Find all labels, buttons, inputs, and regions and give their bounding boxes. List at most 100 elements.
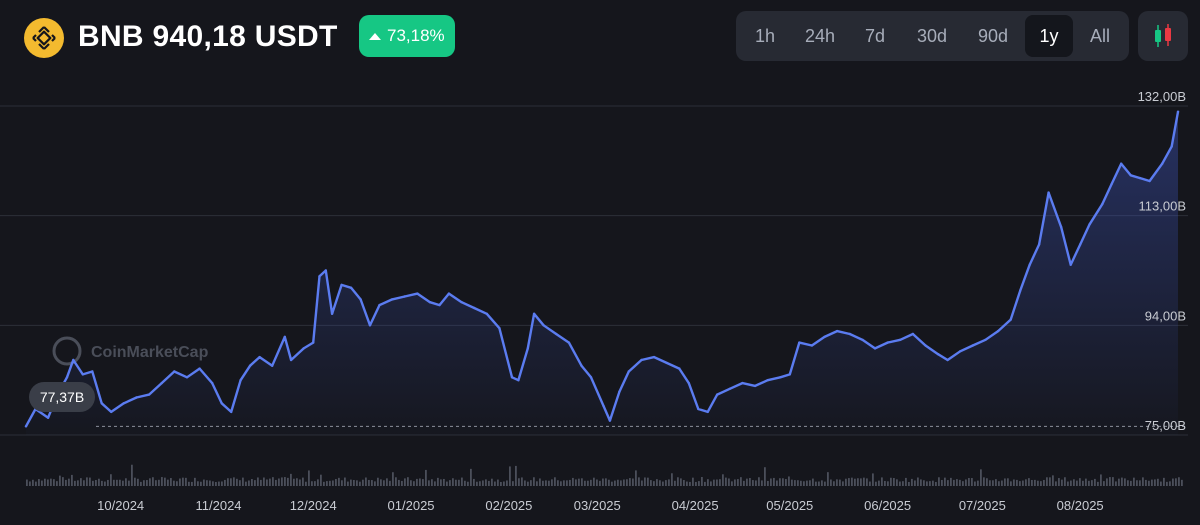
volume-bar <box>614 480 616 486</box>
time-range-selector: 1h 24h 7d 30d 90d 1y All <box>736 11 1129 61</box>
volume-bar <box>899 481 901 486</box>
volume-bar <box>71 474 73 486</box>
x-tick-label: 01/2025 <box>388 498 435 513</box>
volume-bar <box>884 480 886 486</box>
volume-bar <box>632 478 634 486</box>
range-7d-button[interactable]: 7d <box>864 25 886 46</box>
volume-bar <box>803 481 805 486</box>
price-point <box>91 370 94 373</box>
volume-bar <box>920 479 922 486</box>
volume-bar <box>311 481 313 486</box>
bnb-diamond-icon <box>32 26 56 50</box>
price-point <box>706 410 709 414</box>
volume-bar <box>563 480 565 486</box>
volume-bar <box>326 481 328 486</box>
y-tick-label: 75,00B <box>1145 418 1186 433</box>
volume-bar <box>152 477 154 486</box>
header: BNB 940,18 USDT 73,18% 1h 24h 7d 30d 90d… <box>0 0 1200 80</box>
volume-bar <box>692 477 694 486</box>
volume-bar <box>266 479 268 486</box>
volume-bar <box>197 481 199 486</box>
volume-bar <box>92 480 94 486</box>
price-point <box>589 376 593 379</box>
volume-bar <box>32 479 34 486</box>
candlestick-toggle-button[interactable] <box>1138 11 1188 61</box>
volume-bar <box>281 477 283 486</box>
volume-bar <box>209 480 211 486</box>
volume-bar <box>479 481 481 486</box>
volume-bar <box>845 478 847 486</box>
volume-bar <box>740 477 742 486</box>
range-24h-button[interactable]: 24h <box>804 25 836 46</box>
volume-bar <box>824 481 826 486</box>
volume-bar <box>1127 480 1129 486</box>
x-tick-label: 02/2025 <box>485 498 532 513</box>
volume-bar <box>590 479 592 486</box>
range-1h-button[interactable]: 1h <box>754 25 776 46</box>
range-90d-button[interactable]: 90d <box>977 25 1009 46</box>
volume-bar <box>524 480 526 486</box>
volume-bar <box>1082 480 1084 486</box>
volume-bar <box>1043 479 1045 486</box>
volume-bar <box>1139 480 1141 486</box>
volume-bar <box>368 479 370 486</box>
price-point <box>886 341 889 344</box>
volume-bar <box>134 477 136 486</box>
volume-bar <box>998 481 1000 486</box>
price-point <box>1120 162 1123 165</box>
volume-bar <box>392 472 394 486</box>
volume-bar <box>914 480 916 486</box>
price-point <box>359 298 362 301</box>
range-1y-button[interactable]: 1y <box>1025 15 1073 57</box>
price-point <box>447 292 451 295</box>
price-point <box>271 364 274 367</box>
volume-bar <box>911 478 913 486</box>
price-point <box>532 312 536 315</box>
price-point <box>428 301 432 304</box>
volume-bar <box>83 480 85 486</box>
volume-bar <box>686 481 688 486</box>
volume-bar <box>653 481 655 486</box>
volume-bar <box>1130 480 1132 486</box>
price-point <box>567 341 571 344</box>
price-point <box>110 410 113 414</box>
volume-bar <box>674 480 676 486</box>
volume-bar <box>380 479 382 486</box>
price-point <box>753 384 757 388</box>
volume-bar <box>221 481 223 486</box>
volume-bar <box>635 470 637 486</box>
volume-bar <box>923 480 925 486</box>
volume-bar <box>917 477 919 486</box>
volume-bar <box>251 478 253 486</box>
volume-bar <box>1145 479 1147 486</box>
price-point <box>788 373 791 376</box>
price-point <box>924 344 927 347</box>
volume-bar <box>89 477 91 486</box>
x-tick-label: 05/2025 <box>766 498 813 513</box>
volume-bar <box>140 481 142 486</box>
price-point <box>899 338 902 341</box>
volume-bar <box>1160 481 1162 486</box>
price-point <box>936 353 940 356</box>
volume-bar <box>509 466 511 486</box>
volume-bar <box>1166 481 1168 486</box>
volume-bar <box>512 481 514 486</box>
price-point <box>330 312 334 315</box>
volume-bar <box>980 469 982 486</box>
x-tick-label: 10/2024 <box>97 498 144 513</box>
range-all-button[interactable]: All <box>1089 25 1110 46</box>
volume-bar <box>836 479 838 486</box>
volume-bar <box>302 477 304 486</box>
volume-bar <box>212 481 214 486</box>
volume-bar <box>320 474 322 486</box>
volume-bar <box>815 481 817 486</box>
volume-bar <box>530 480 532 486</box>
volume-bar <box>257 477 259 486</box>
volume-bar <box>338 477 340 486</box>
volume-bar <box>365 477 367 486</box>
price-point <box>147 393 151 396</box>
volume-bar <box>155 480 157 486</box>
price-line <box>24 110 1180 428</box>
range-30d-button[interactable]: 30d <box>916 25 948 46</box>
price-point <box>835 329 839 333</box>
